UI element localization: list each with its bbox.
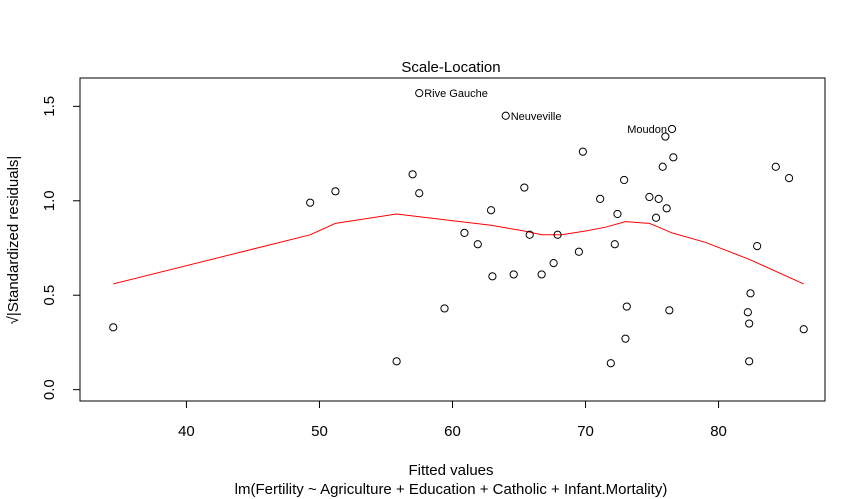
data-point xyxy=(784,174,794,183)
data-point xyxy=(306,198,315,207)
data-point xyxy=(661,132,670,141)
y-tick-label: 1.0 xyxy=(41,190,58,211)
x-axis: 40 50 60 70 80 xyxy=(178,400,727,440)
data-point xyxy=(553,230,562,239)
data-point xyxy=(392,357,401,366)
y-tick-label: 1.5 xyxy=(41,96,58,117)
data-point xyxy=(473,240,482,249)
data-point xyxy=(743,308,752,317)
data-point xyxy=(799,325,808,334)
x-tick-label: 80 xyxy=(710,423,727,440)
data-point xyxy=(578,147,587,156)
data-point xyxy=(520,183,529,192)
x-axis-label: Fitted values xyxy=(408,462,493,479)
y-tick-label: 0.5 xyxy=(41,285,58,306)
data-point xyxy=(621,334,630,343)
data-point xyxy=(667,124,677,134)
data-point xyxy=(746,289,755,298)
data-point xyxy=(415,89,424,98)
x-tick-label: 40 xyxy=(178,423,195,440)
data-point xyxy=(408,170,417,179)
points-group xyxy=(109,89,808,368)
data-point xyxy=(613,209,622,219)
data-point xyxy=(537,270,546,279)
data-point xyxy=(488,272,497,281)
data-point xyxy=(771,162,780,171)
data-point xyxy=(549,259,558,268)
data-point xyxy=(331,187,340,196)
data-point xyxy=(525,230,534,239)
data-point xyxy=(620,175,629,185)
chart-title: Scale-Location xyxy=(401,59,500,76)
chart-subtitle: lm(Fertility ~ Agriculture + Education +… xyxy=(235,481,668,498)
data-point xyxy=(662,204,671,213)
data-point xyxy=(574,247,583,256)
data-point xyxy=(745,357,754,366)
x-tick-label: 70 xyxy=(577,423,594,440)
point-labels-group: Rive Gauche Neuveville Moudon xyxy=(424,88,667,136)
x-tick-label: 50 xyxy=(311,423,328,440)
plot-frame xyxy=(79,77,826,402)
data-point xyxy=(486,206,496,215)
data-point xyxy=(645,192,654,202)
data-point xyxy=(622,302,631,311)
y-axis: 0.0 0.5 1.0 1.5 xyxy=(41,96,81,400)
data-point xyxy=(658,162,667,171)
data-point xyxy=(610,240,619,249)
point-label: Moudon xyxy=(627,124,667,136)
data-point xyxy=(745,319,754,328)
data-point xyxy=(109,323,118,332)
point-label: Rive Gauche xyxy=(424,88,488,100)
data-point xyxy=(501,111,510,120)
data-point xyxy=(606,359,615,368)
smooth-line-group xyxy=(113,213,804,285)
data-point xyxy=(651,213,661,222)
point-label: Neuveville xyxy=(511,111,562,123)
smooth-line xyxy=(113,213,804,285)
data-point xyxy=(460,228,469,237)
data-point xyxy=(440,304,449,313)
data-point xyxy=(669,153,678,162)
data-point xyxy=(665,306,674,315)
y-tick-label: 0.0 xyxy=(41,379,58,400)
y-axis-label: √|Standardized residuals| xyxy=(5,156,22,325)
data-point xyxy=(509,270,518,279)
data-point xyxy=(654,194,663,203)
data-point xyxy=(596,194,605,203)
x-tick-label: 60 xyxy=(444,423,461,440)
data-point xyxy=(415,189,424,198)
data-point xyxy=(753,242,762,251)
